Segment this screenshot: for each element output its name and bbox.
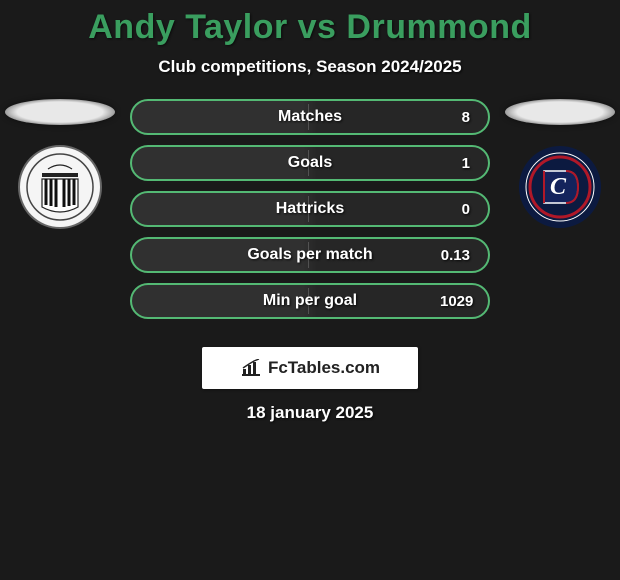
- club-badge-right: C: [518, 145, 602, 229]
- stat-right-value: 0: [440, 201, 470, 218]
- bar-chart-icon: [240, 359, 262, 377]
- stat-right-value: 1: [440, 155, 470, 172]
- stat-label: Matches: [180, 108, 440, 126]
- player-left-column: [0, 99, 120, 229]
- stat-rows: Matches 8 Goals 1 Hattricks 0 Goals per …: [130, 99, 490, 329]
- stat-right-value: 0.13: [440, 247, 470, 264]
- svg-text:C: C: [550, 174, 567, 200]
- stat-row-matches: Matches 8: [130, 99, 490, 135]
- stat-label: Goals per match: [180, 246, 440, 264]
- club-crest-left-icon: [18, 145, 102, 229]
- subtitle: Club competitions, Season 2024/2025: [0, 57, 620, 77]
- stat-label: Hattricks: [180, 200, 440, 218]
- stat-label: Min per goal: [180, 292, 440, 310]
- stat-row-goals-per-match: Goals per match 0.13: [130, 237, 490, 273]
- brand-name: FcTables.com: [268, 358, 380, 378]
- stat-row-hattricks: Hattricks 0: [130, 191, 490, 227]
- comparison-area: C Matches 8 Goals 1 Hattricks 0: [0, 99, 620, 329]
- brand-badge[interactable]: FcTables.com: [202, 347, 418, 389]
- page-title: Andy Taylor vs Drummond: [0, 8, 620, 47]
- comparison-card: Andy Taylor vs Drummond Club competition…: [0, 0, 620, 423]
- club-badge-left: [18, 145, 102, 229]
- stat-row-goals: Goals 1: [130, 145, 490, 181]
- player-right-placeholder: [505, 99, 615, 125]
- stat-right-value: 8: [440, 109, 470, 126]
- date-text: 18 january 2025: [0, 403, 620, 423]
- player-right-column: C: [500, 99, 620, 229]
- stat-right-value: 1029: [440, 293, 470, 310]
- stat-row-min-per-goal: Min per goal 1029: [130, 283, 490, 319]
- stat-label: Goals: [180, 154, 440, 172]
- player-left-placeholder: [5, 99, 115, 125]
- club-crest-right-icon: C: [518, 145, 602, 229]
